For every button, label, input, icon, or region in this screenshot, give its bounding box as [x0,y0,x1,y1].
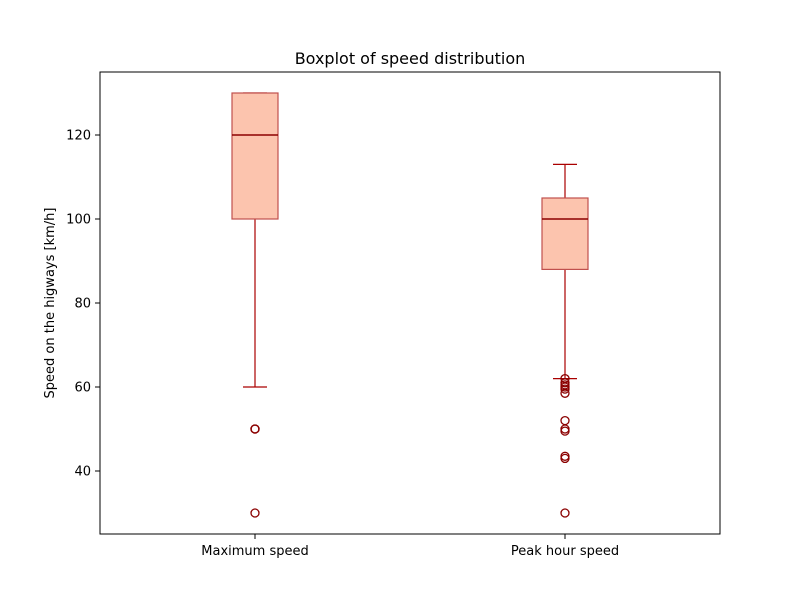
box-iqr [541,197,589,271]
outlier-point [560,388,570,398]
y-axis-label: Speed on the higways [km/h] [43,208,58,399]
x-tick-label: Peak hour speed [511,544,619,559]
outlier-point [250,508,260,518]
outlier-point [560,384,570,394]
x-tick-label: Maximum speed [201,544,308,559]
outlier-point [560,508,570,518]
y-tick-label: 80 [74,297,91,312]
outlier-point [250,424,260,434]
outlier-point [560,426,570,436]
chart-title: Boxplot of speed distribution [295,49,526,68]
y-tick-label: 100 [66,213,91,228]
box-iqr [231,92,279,220]
plot-area: 40 60 80 100 120 Maximum speed Peak hour speed [66,92,619,559]
y-tick-label: 40 [74,465,91,480]
outlier-point [560,415,570,426]
y-tick-label: 120 [66,129,91,144]
plot-frame [99,71,721,535]
y-tick-label: 60 [74,381,91,396]
outlier-point [560,453,570,464]
